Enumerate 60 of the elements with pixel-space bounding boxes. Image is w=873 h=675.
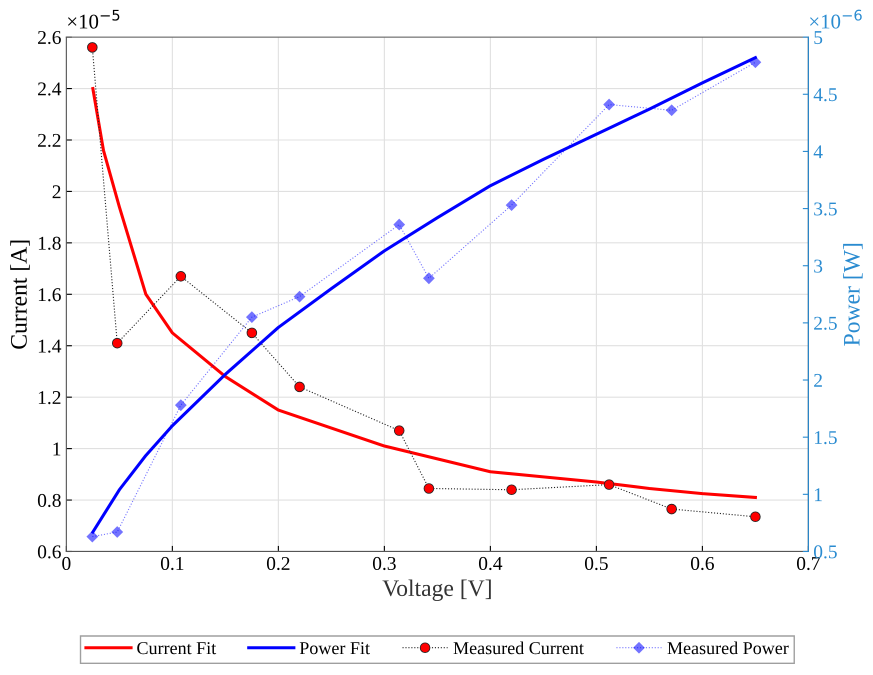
y2-tick-label: 3.5 (814, 202, 837, 216)
point (666, 104, 678, 116)
y-tick-label: 1.2 (38, 391, 60, 404)
y-tick-label: 2.2 (38, 134, 60, 148)
point (393, 218, 406, 230)
point (423, 272, 435, 284)
y-axis-title: Current [A] (10, 240, 30, 349)
point (176, 271, 186, 282)
y2-axis-title: Power [W] (843, 244, 863, 346)
x-tick-label: 0.7 (796, 556, 820, 570)
point (666, 504, 677, 514)
y2-tick-label: 2.5 (814, 316, 837, 330)
legend-label: Measured Power (667, 642, 789, 654)
text: ×10$^{−5}$ (68, 10, 120, 29)
text: ×10$^{−6}$ (810, 10, 862, 29)
y-tick-label: 1 (53, 442, 60, 456)
y2-tick-label: 2 (814, 374, 822, 387)
y2-tick-label: 4 (814, 145, 823, 158)
y-tick-label: 2.6 (38, 30, 61, 44)
y-tick-label: 2.4 (38, 82, 62, 96)
point (604, 479, 614, 490)
x-tick-label: 0.2 (266, 556, 290, 570)
y-tick-label: 1.8 (38, 236, 61, 250)
y-tick-label: 0.6 (38, 545, 61, 558)
y2-tick-label: 3 (814, 260, 822, 273)
line-series (91, 87, 757, 499)
point (246, 328, 258, 338)
point (111, 526, 124, 538)
point (294, 290, 306, 302)
point (294, 382, 305, 392)
point (506, 484, 517, 496)
y-tick-label: 1.6 (38, 288, 61, 302)
point (394, 425, 404, 436)
y2-tick-label: 1 (814, 488, 822, 502)
point (112, 338, 123, 348)
legend-label: Power Fit (300, 642, 370, 654)
point (424, 483, 434, 494)
y-tick-label: 0.8 (38, 494, 61, 508)
point (174, 399, 187, 412)
x-tick-label: 0.4 (478, 556, 502, 570)
legend-label: Current Fit (137, 642, 216, 654)
legend-label: Measured Current (454, 642, 584, 654)
x-tick-label: 0 (62, 556, 70, 570)
point (86, 530, 98, 543)
x-tick-label: 0.6 (690, 556, 714, 570)
point (603, 98, 615, 110)
x-axis-title: Voltage [V] (382, 580, 491, 602)
y-tick-label: 1.4 (38, 340, 62, 353)
x-tick-label: 0.3 (372, 556, 396, 570)
x-tick-label: 0.5 (584, 556, 608, 570)
y-tick-label: 2 (52, 185, 60, 198)
y2-tick-label: 4.5 (814, 88, 837, 102)
y2-tick-label: 0.5 (814, 545, 837, 558)
y2-tick-label: 5 (814, 31, 822, 44)
point (506, 199, 518, 212)
point (750, 511, 761, 522)
x-tick-label: 0.1 (160, 556, 184, 570)
point (87, 42, 98, 53)
point (246, 311, 258, 324)
y2-tick-label: 1.5 (814, 431, 837, 444)
